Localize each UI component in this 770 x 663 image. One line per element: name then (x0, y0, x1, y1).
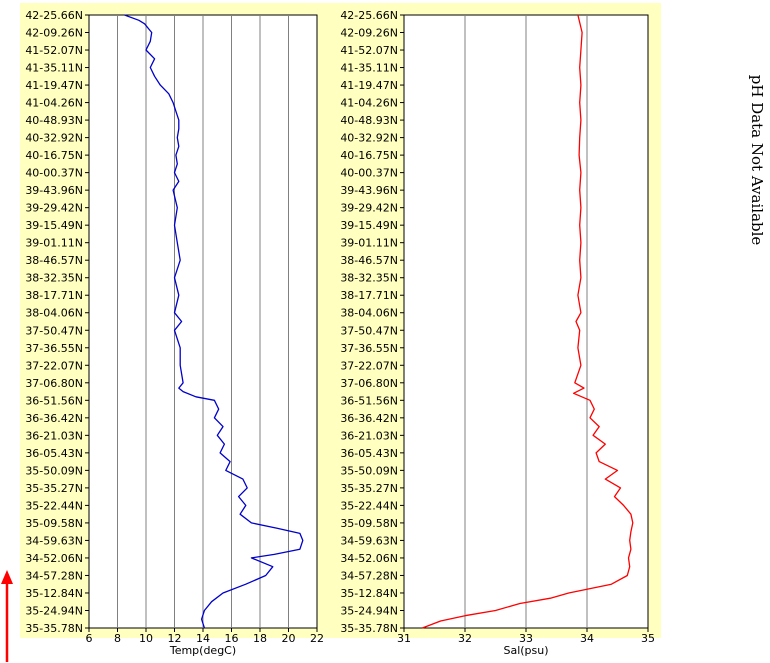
y-tick-label: 35-50.09N (340, 464, 398, 477)
y-tick-label: 40-32.92N (340, 132, 398, 145)
y-tick-label: 39-15.49N (25, 219, 83, 232)
y-tick-label: 37-06.80N (25, 377, 83, 390)
y-tick-label: 38-46.57N (25, 254, 83, 267)
y-tick-label: 41-35.11N (25, 62, 83, 75)
x-tick-label: 22 (310, 632, 324, 645)
y-tick-label: 38-32.35N (25, 272, 83, 285)
x-tick-label: 20 (282, 632, 296, 645)
y-tick-label: 42-25.66N (25, 9, 83, 22)
x-tick-label: 32 (458, 632, 472, 645)
x-tick-label: 10 (139, 632, 153, 645)
y-tick-label: 35-24.94N (25, 604, 83, 617)
y-tick-label: 35-50.09N (25, 464, 83, 477)
y-tick-label: 36-05.43N (25, 447, 83, 460)
y-tick-label: 38-32.35N (340, 272, 398, 285)
y-tick-label: 42-25.66N (340, 9, 398, 22)
x-tick-label: 18 (253, 632, 267, 645)
y-tick-label: 35-35.27N (340, 482, 398, 495)
y-tick-label: 40-00.37N (25, 167, 83, 180)
y-tick-label: 36-21.03N (25, 429, 83, 442)
y-tick-label: 39-43.96N (25, 184, 83, 197)
y-tick-label: 37-06.80N (340, 377, 398, 390)
y-tick-label: 40-48.93N (25, 114, 83, 127)
y-tick-label: 41-52.07N (25, 44, 83, 57)
y-tick-label: 39-01.11N (340, 237, 398, 250)
x-tick-label: 34 (580, 632, 594, 645)
y-tick-label: 34-57.28N (25, 569, 83, 582)
x-tick-label: 35 (641, 632, 655, 645)
y-tick-label: 41-04.26N (25, 97, 83, 110)
y-tick-label: 38-04.06N (25, 307, 83, 320)
y-tick-label: 35-22.44N (340, 499, 398, 512)
x-tick-label: 16 (225, 632, 239, 645)
x-axis-label: Sal(psu) (503, 644, 548, 657)
y-tick-label: 38-17.71N (25, 289, 83, 302)
series-line (124, 14, 304, 629)
y-tick-label: 35-22.44N (25, 499, 83, 512)
y-tick-label: 38-46.57N (340, 254, 398, 267)
y-tick-label: 39-29.42N (340, 202, 398, 215)
direction-arrow-head (1, 570, 13, 584)
y-tick-label: 35-35.78N (25, 622, 83, 635)
y-tick-label: 40-32.92N (25, 132, 83, 145)
x-tick-label: 6 (86, 632, 93, 645)
y-tick-label: 41-19.47N (25, 79, 83, 92)
x-tick-label: 31 (397, 632, 411, 645)
y-tick-label: 37-36.55N (340, 342, 398, 355)
y-tick-label: 42-09.26N (340, 27, 398, 40)
y-tick-label: 34-59.63N (25, 534, 83, 547)
y-tick-label: 41-04.26N (340, 97, 398, 110)
y-tick-label: 34-59.63N (340, 534, 398, 547)
y-tick-label: 34-52.06N (25, 552, 83, 565)
y-tick-label: 36-36.42N (25, 412, 83, 425)
y-tick-label: 39-01.11N (25, 237, 83, 250)
y-tick-label: 38-17.71N (340, 289, 398, 302)
y-tick-label: 38-04.06N (340, 307, 398, 320)
y-tick-label: 37-36.55N (25, 342, 83, 355)
x-tick-label: 12 (168, 632, 182, 645)
y-tick-label: 40-16.75N (340, 149, 398, 162)
y-tick-label: 35-09.58N (340, 517, 398, 530)
y-tick-label: 40-16.75N (25, 149, 83, 162)
y-tick-label: 40-00.37N (340, 167, 398, 180)
y-tick-label: 39-15.49N (340, 219, 398, 232)
y-tick-label: 36-05.43N (340, 447, 398, 460)
y-tick-label: 37-50.47N (25, 324, 83, 337)
y-tick-label: 36-36.42N (340, 412, 398, 425)
direction-arrow (1, 570, 13, 662)
y-tick-label: 36-51.56N (340, 394, 398, 407)
y-tick-label: 35-09.58N (25, 517, 83, 530)
y-tick-label: 41-35.11N (340, 62, 398, 75)
y-tick-label: 35-35.78N (340, 622, 398, 635)
y-tick-label: 34-57.28N (340, 569, 398, 582)
y-tick-label: 42-09.26N (25, 27, 83, 40)
x-tick-label: 8 (114, 632, 121, 645)
y-tick-label: 35-24.94N (340, 604, 398, 617)
y-tick-label: 37-50.47N (340, 324, 398, 337)
x-axis-label: Temp(degC) (169, 644, 236, 657)
y-tick-label: 36-51.56N (25, 394, 83, 407)
y-tick-label: 34-52.06N (340, 552, 398, 565)
y-tick-label: 41-52.07N (340, 44, 398, 57)
y-tick-label: 39-29.42N (25, 202, 83, 215)
y-tick-label: 35-12.84N (340, 587, 398, 600)
y-tick-label: 41-19.47N (340, 79, 398, 92)
y-tick-label: 36-21.03N (340, 429, 398, 442)
series-line (422, 14, 634, 629)
y-tick-label: 35-35.27N (25, 482, 83, 495)
ph-unavailable-note: pH Data Not Available (748, 75, 766, 246)
x-tick-label: 14 (196, 632, 210, 645)
y-tick-label: 37-22.07N (25, 359, 83, 372)
y-tick-label: 39-43.96N (340, 184, 398, 197)
x-tick-label: 33 (519, 632, 533, 645)
y-tick-label: 35-12.84N (25, 587, 83, 600)
y-tick-label: 40-48.93N (340, 114, 398, 127)
y-tick-label: 37-22.07N (340, 359, 398, 372)
temperature-panel: 6 8 10 12 14 16 18 20 22 42-25.66N 42-09.26N 41-52.… (20, 3, 345, 657)
salinity-panel: 31 32 33 34 35 42-25.66N 42-09.26N 41-52.07N 41-… (336, 3, 661, 657)
